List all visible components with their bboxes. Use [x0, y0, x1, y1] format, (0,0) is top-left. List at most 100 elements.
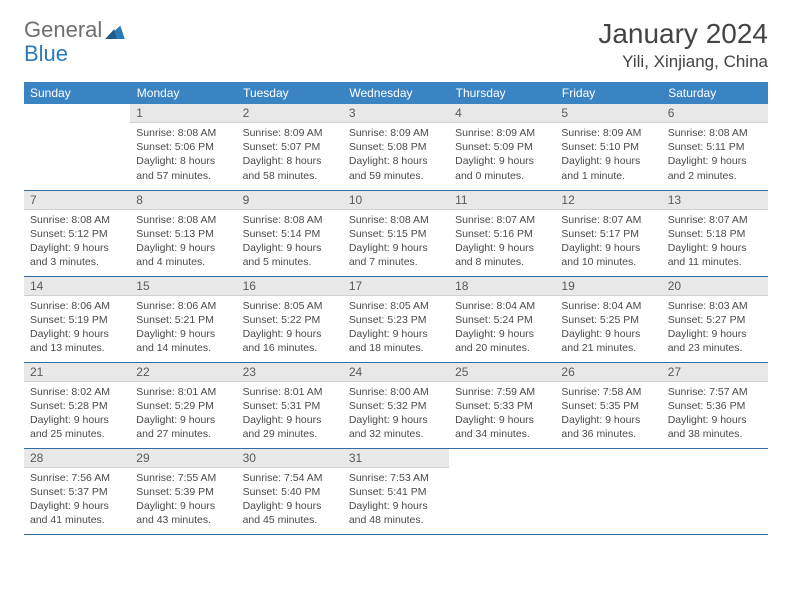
sunrise-text: Sunrise: 8:03 AM: [668, 299, 762, 313]
day-number: 30: [237, 449, 343, 468]
calendar-day-cell: 10Sunrise: 8:08 AMSunset: 5:15 PMDayligh…: [343, 190, 449, 276]
sunset-text: Sunset: 5:29 PM: [136, 399, 230, 413]
day-info: Sunrise: 8:06 AMSunset: 5:19 PMDaylight:…: [24, 296, 130, 360]
calendar-day-cell: 29Sunrise: 7:55 AMSunset: 5:39 PMDayligh…: [130, 448, 236, 534]
calendar-day-cell: 27Sunrise: 7:57 AMSunset: 5:36 PMDayligh…: [662, 362, 768, 448]
calendar-day-cell: 19Sunrise: 8:04 AMSunset: 5:25 PMDayligh…: [555, 276, 661, 362]
daylight-text: Daylight: 9 hours and 16 minutes.: [243, 327, 337, 355]
day-info: Sunrise: 8:06 AMSunset: 5:21 PMDaylight:…: [130, 296, 236, 360]
page-header: GeneralBlue January 2024 Yili, Xinjiang,…: [24, 18, 768, 72]
sunrise-text: Sunrise: 8:02 AM: [30, 385, 124, 399]
sunset-text: Sunset: 5:09 PM: [455, 140, 549, 154]
sunset-text: Sunset: 5:19 PM: [30, 313, 124, 327]
day-info: Sunrise: 8:08 AMSunset: 5:11 PMDaylight:…: [662, 123, 768, 187]
sunrise-text: Sunrise: 7:53 AM: [349, 471, 443, 485]
title-block: January 2024 Yili, Xinjiang, China: [598, 18, 768, 72]
sunset-text: Sunset: 5:15 PM: [349, 227, 443, 241]
calendar-day-cell: 4Sunrise: 8:09 AMSunset: 5:09 PMDaylight…: [449, 104, 555, 190]
calendar-day-cell: 3Sunrise: 8:09 AMSunset: 5:08 PMDaylight…: [343, 104, 449, 190]
calendar-day-cell: [24, 104, 130, 190]
calendar-day-cell: 8Sunrise: 8:08 AMSunset: 5:13 PMDaylight…: [130, 190, 236, 276]
sunset-text: Sunset: 5:13 PM: [136, 227, 230, 241]
calendar-day-cell: 16Sunrise: 8:05 AMSunset: 5:22 PMDayligh…: [237, 276, 343, 362]
sunrise-text: Sunrise: 7:55 AM: [136, 471, 230, 485]
daylight-text: Daylight: 8 hours and 59 minutes.: [349, 154, 443, 182]
sunset-text: Sunset: 5:35 PM: [561, 399, 655, 413]
daylight-text: Daylight: 9 hours and 36 minutes.: [561, 413, 655, 441]
sunset-text: Sunset: 5:37 PM: [30, 485, 124, 499]
sunrise-text: Sunrise: 8:01 AM: [243, 385, 337, 399]
daylight-text: Daylight: 9 hours and 27 minutes.: [136, 413, 230, 441]
daylight-text: Daylight: 8 hours and 57 minutes.: [136, 154, 230, 182]
logo: GeneralBlue: [24, 18, 125, 66]
calendar-day-cell: 26Sunrise: 7:58 AMSunset: 5:35 PMDayligh…: [555, 362, 661, 448]
calendar-day-cell: 31Sunrise: 7:53 AMSunset: 5:41 PMDayligh…: [343, 448, 449, 534]
sunset-text: Sunset: 5:41 PM: [349, 485, 443, 499]
calendar-day-cell: 17Sunrise: 8:05 AMSunset: 5:23 PMDayligh…: [343, 276, 449, 362]
daylight-text: Daylight: 9 hours and 3 minutes.: [30, 241, 124, 269]
day-number: 10: [343, 191, 449, 210]
daylight-text: Daylight: 9 hours and 7 minutes.: [349, 241, 443, 269]
daylight-text: Daylight: 9 hours and 43 minutes.: [136, 499, 230, 527]
daylight-text: Daylight: 8 hours and 58 minutes.: [243, 154, 337, 182]
calendar-day-cell: 15Sunrise: 8:06 AMSunset: 5:21 PMDayligh…: [130, 276, 236, 362]
day-info: Sunrise: 7:54 AMSunset: 5:40 PMDaylight:…: [237, 468, 343, 532]
sunrise-text: Sunrise: 8:09 AM: [455, 126, 549, 140]
day-info: Sunrise: 8:02 AMSunset: 5:28 PMDaylight:…: [24, 382, 130, 446]
calendar-day-cell: 22Sunrise: 8:01 AMSunset: 5:29 PMDayligh…: [130, 362, 236, 448]
day-info: Sunrise: 8:05 AMSunset: 5:23 PMDaylight:…: [343, 296, 449, 360]
daylight-text: Daylight: 9 hours and 13 minutes.: [30, 327, 124, 355]
calendar-day-cell: 24Sunrise: 8:00 AMSunset: 5:32 PMDayligh…: [343, 362, 449, 448]
sunset-text: Sunset: 5:27 PM: [668, 313, 762, 327]
day-info: Sunrise: 8:08 AMSunset: 5:13 PMDaylight:…: [130, 210, 236, 274]
day-info: Sunrise: 8:09 AMSunset: 5:08 PMDaylight:…: [343, 123, 449, 187]
weekday-header: Tuesday: [237, 82, 343, 104]
day-number: 25: [449, 363, 555, 382]
sunrise-text: Sunrise: 7:58 AM: [561, 385, 655, 399]
daylight-text: Daylight: 9 hours and 5 minutes.: [243, 241, 337, 269]
day-number: 6: [662, 104, 768, 123]
daylight-text: Daylight: 9 hours and 4 minutes.: [136, 241, 230, 269]
daylight-text: Daylight: 9 hours and 14 minutes.: [136, 327, 230, 355]
day-info: Sunrise: 8:08 AMSunset: 5:15 PMDaylight:…: [343, 210, 449, 274]
sunset-text: Sunset: 5:18 PM: [668, 227, 762, 241]
sunset-text: Sunset: 5:24 PM: [455, 313, 549, 327]
day-number: 4: [449, 104, 555, 123]
sunset-text: Sunset: 5:23 PM: [349, 313, 443, 327]
sunset-text: Sunset: 5:22 PM: [243, 313, 337, 327]
calendar-day-cell: 28Sunrise: 7:56 AMSunset: 5:37 PMDayligh…: [24, 448, 130, 534]
sunrise-text: Sunrise: 8:08 AM: [243, 213, 337, 227]
sunrise-text: Sunrise: 8:04 AM: [455, 299, 549, 313]
day-number: 22: [130, 363, 236, 382]
day-number: 3: [343, 104, 449, 123]
sunrise-text: Sunrise: 8:09 AM: [243, 126, 337, 140]
day-number: 20: [662, 277, 768, 296]
day-number: 19: [555, 277, 661, 296]
day-info: Sunrise: 7:58 AMSunset: 5:35 PMDaylight:…: [555, 382, 661, 446]
sunset-text: Sunset: 5:17 PM: [561, 227, 655, 241]
day-number: 16: [237, 277, 343, 296]
sunset-text: Sunset: 5:40 PM: [243, 485, 337, 499]
day-info: Sunrise: 8:09 AMSunset: 5:07 PMDaylight:…: [237, 123, 343, 187]
sunset-text: Sunset: 5:08 PM: [349, 140, 443, 154]
calendar-day-cell: 11Sunrise: 8:07 AMSunset: 5:16 PMDayligh…: [449, 190, 555, 276]
day-number: 31: [343, 449, 449, 468]
sunrise-text: Sunrise: 8:05 AM: [349, 299, 443, 313]
weekday-header: Thursday: [449, 82, 555, 104]
sunrise-text: Sunrise: 7:57 AM: [668, 385, 762, 399]
sunset-text: Sunset: 5:31 PM: [243, 399, 337, 413]
sunrise-text: Sunrise: 8:09 AM: [561, 126, 655, 140]
calendar-week-row: 21Sunrise: 8:02 AMSunset: 5:28 PMDayligh…: [24, 362, 768, 448]
day-number: 17: [343, 277, 449, 296]
sunrise-text: Sunrise: 8:08 AM: [136, 126, 230, 140]
day-info: Sunrise: 8:07 AMSunset: 5:16 PMDaylight:…: [449, 210, 555, 274]
daylight-text: Daylight: 9 hours and 1 minute.: [561, 154, 655, 182]
day-info: Sunrise: 8:07 AMSunset: 5:17 PMDaylight:…: [555, 210, 661, 274]
daylight-text: Daylight: 9 hours and 8 minutes.: [455, 241, 549, 269]
sunset-text: Sunset: 5:21 PM: [136, 313, 230, 327]
day-number: 11: [449, 191, 555, 210]
sunrise-text: Sunrise: 8:07 AM: [668, 213, 762, 227]
sunrise-text: Sunrise: 8:08 AM: [668, 126, 762, 140]
calendar-week-row: 1Sunrise: 8:08 AMSunset: 5:06 PMDaylight…: [24, 104, 768, 190]
calendar-day-cell: [449, 448, 555, 534]
